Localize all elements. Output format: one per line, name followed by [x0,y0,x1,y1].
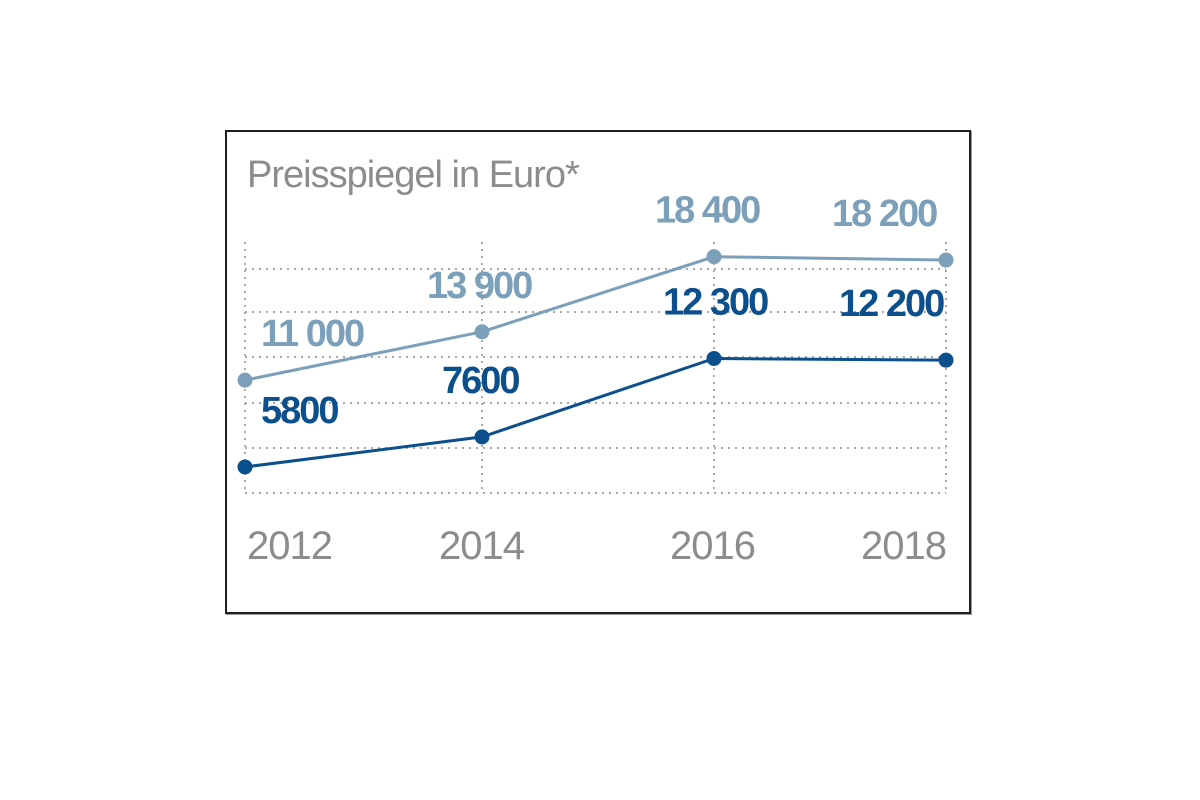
series-line-0 [244,255,947,382]
x-tick-label: 2016 [670,524,755,568]
x-tick-label: 2018 [861,524,946,568]
data-point [237,459,253,475]
data-label: 7600 [442,360,519,402]
x-tick-label: 2014 [439,524,525,568]
data-point [237,372,253,388]
data-label: 13 900 [427,265,532,307]
x-tick-label: 2012 [247,524,332,568]
chart-title: Preisspiegel in Euro* [247,154,580,196]
data-label: 11 000 [261,313,364,355]
line-chart: 2012 2014 2016 2018 11 000 13 900 18 400 18 20… [237,190,954,568]
data-label: 12 300 [663,281,768,323]
data-label: 18 200 [832,193,937,235]
data-point [938,252,954,268]
data-label: 5800 [261,390,338,432]
data-point [706,249,722,265]
series-line-1 [244,356,947,469]
chart-frame: Preisspiegel in Euro* 2012 2014 2016 2018 1… [225,130,971,614]
data-point [706,350,722,366]
data-label: 18 400 [655,190,760,232]
data-label: 12 200 [839,283,944,325]
data-point [938,352,954,368]
data-point [474,324,490,340]
data-point [474,429,490,445]
